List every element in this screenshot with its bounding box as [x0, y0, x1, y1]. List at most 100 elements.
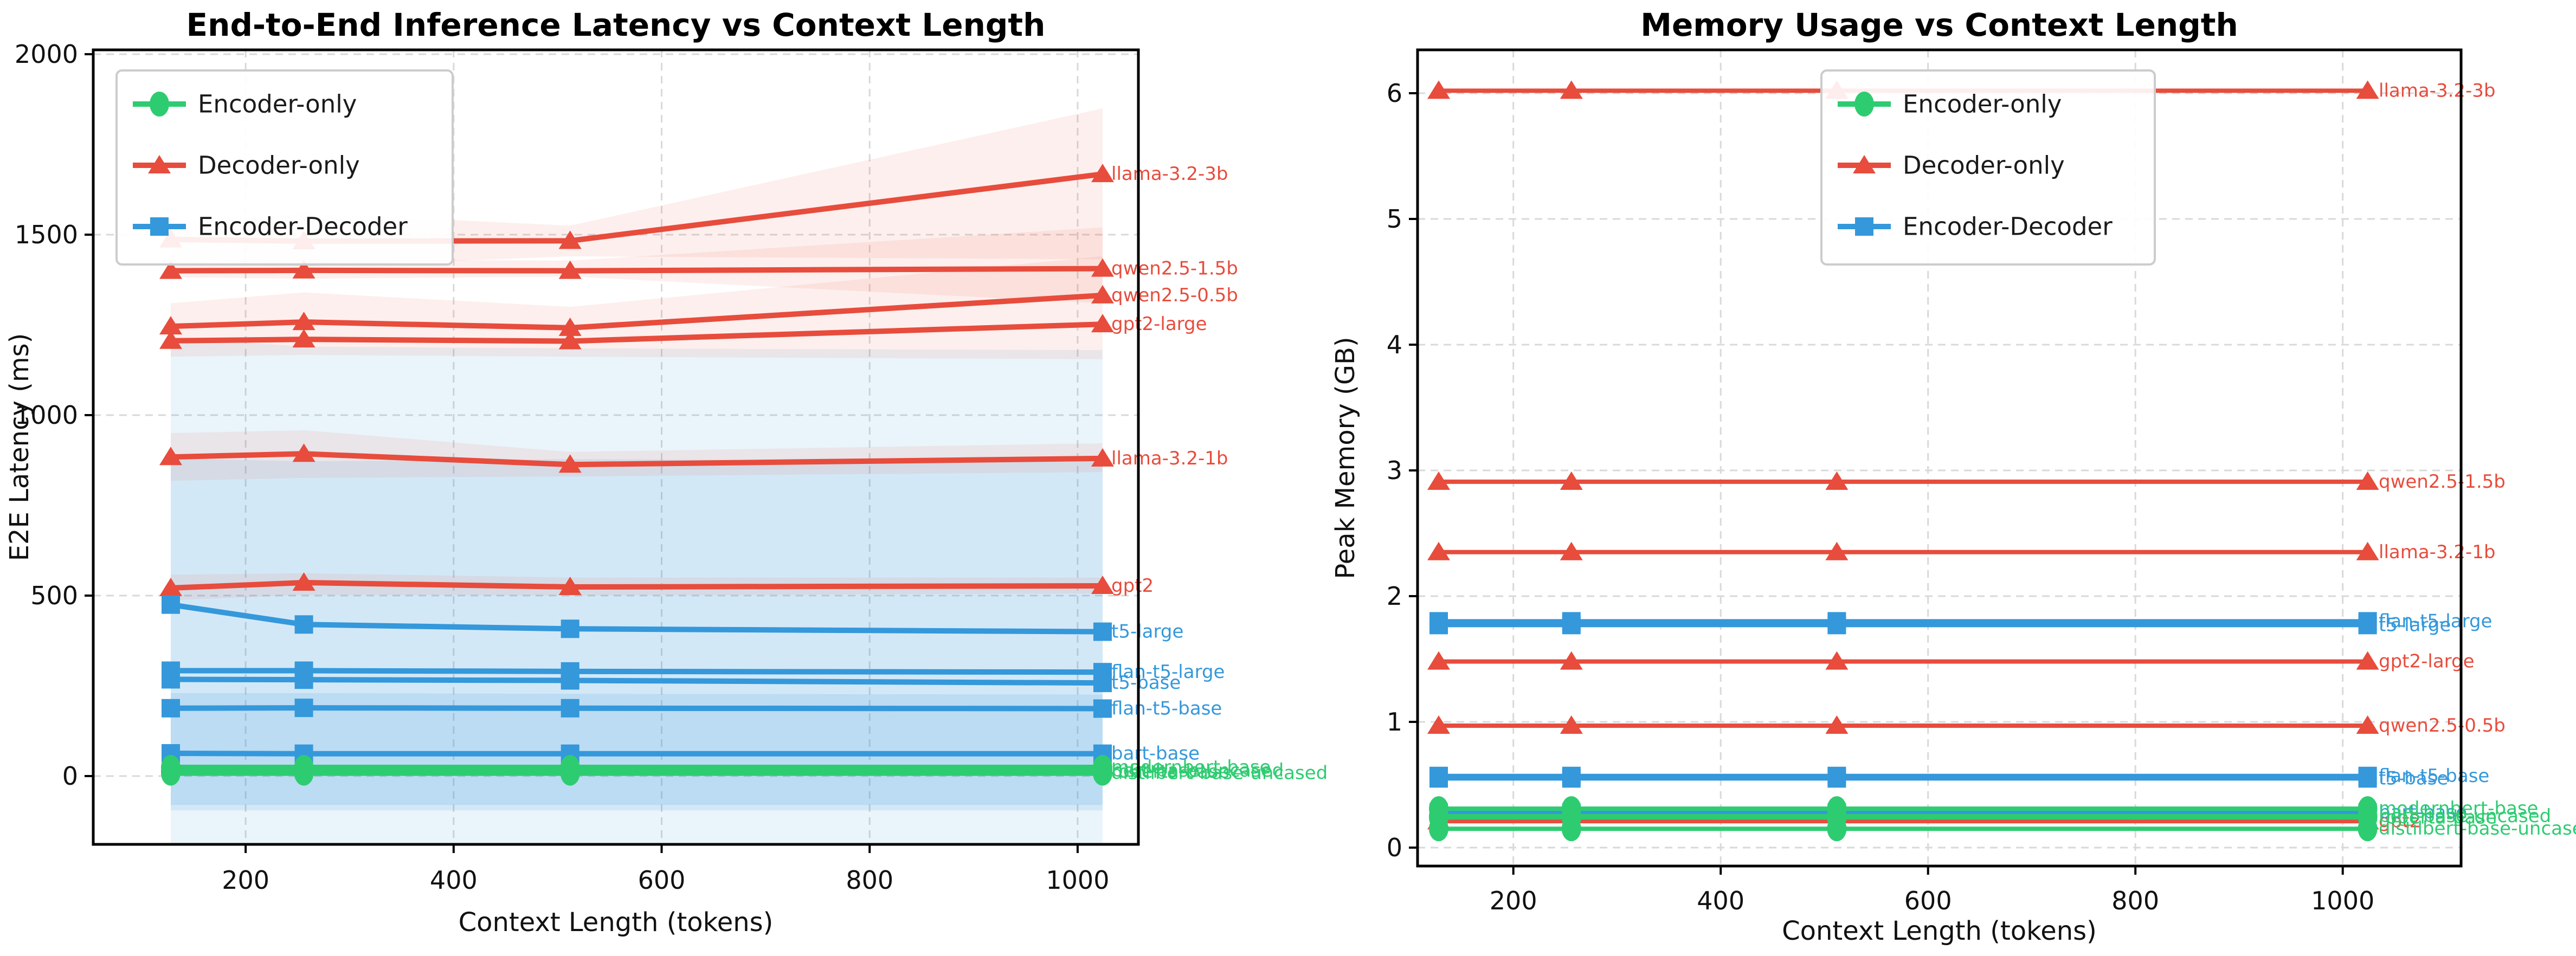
- triangle-marker: [1091, 448, 1114, 467]
- axes-spine: [1416, 48, 2463, 868]
- series-label: bart-base: [1111, 743, 1200, 765]
- x-tick-label: 600: [638, 865, 686, 895]
- series-line: [168, 266, 1105, 274]
- x-tick-label: 200: [222, 865, 269, 895]
- series-line: [168, 602, 1105, 635]
- square-marker: [2358, 769, 2377, 788]
- series-line: [168, 292, 1105, 331]
- series-label: qwen2.5-0.5b: [2379, 715, 2506, 737]
- x-tick-label: 200: [1490, 886, 1537, 915]
- triangle-marker: [159, 316, 182, 335]
- x-tick-label: 1000: [1046, 865, 1109, 895]
- chart-title: Memory Usage vs Context Length: [1640, 7, 2238, 43]
- x-tick-label: 400: [1697, 886, 1744, 915]
- square-marker: [1093, 622, 1112, 641]
- series-label: flan-t5-base: [2379, 765, 2489, 787]
- series-label: modernbert-base: [2379, 798, 2538, 819]
- triangle-marker: [558, 577, 582, 596]
- y-tick-label: 5: [1387, 204, 1402, 234]
- square-marker: [561, 699, 579, 718]
- series-line: [168, 676, 1105, 686]
- legend-label: Encoder-Decoder: [198, 212, 408, 241]
- series-label: gpt2-large: [1111, 313, 1207, 335]
- triangle-marker: [1091, 164, 1114, 183]
- triangle-marker: [558, 230, 582, 249]
- confidence-band: [171, 458, 1103, 811]
- triangle-marker: [292, 572, 315, 591]
- series-label: bert-base-uncased: [1111, 760, 1284, 781]
- series-label: gpt2: [2379, 810, 2421, 832]
- triangle-marker: [159, 330, 182, 349]
- x-tick-label: 1000: [2311, 886, 2374, 915]
- triangle-marker: [1825, 541, 1849, 560]
- series-label: gpt2: [1111, 575, 1154, 597]
- triangle-marker: [1560, 541, 1583, 560]
- square-marker: [162, 699, 180, 718]
- square-marker: [1827, 769, 1846, 788]
- triangle-legend-marker: [148, 155, 171, 173]
- triangle-marker: [1091, 314, 1114, 333]
- triangle-marker: [2356, 80, 2379, 99]
- series-label: bert-base-uncased: [2379, 805, 2551, 827]
- triangle-marker: [1825, 715, 1849, 734]
- series-label: flan-t5-base: [1111, 697, 1222, 719]
- triangle-marker: [2356, 541, 2379, 560]
- series-label: llama-3.2-3b: [1111, 163, 1228, 185]
- square-marker: [561, 671, 579, 690]
- triangle-marker: [1427, 80, 1450, 99]
- legend-label: Decoder-only: [1903, 151, 2065, 180]
- legend-label: Encoder-Decoder: [1903, 212, 2113, 241]
- series-label: qwen2.5-1.5b: [1111, 258, 1238, 280]
- legend-label: Encoder-only: [1903, 90, 2062, 119]
- triangle-marker: [159, 578, 182, 597]
- square-marker: [294, 615, 313, 634]
- triangle-marker: [1427, 651, 1450, 670]
- square-legend-marker: [150, 217, 169, 236]
- series-label: t5-large: [2379, 614, 2451, 636]
- circle-marker: [1429, 816, 1448, 842]
- series-label: t5-base: [2379, 767, 2448, 789]
- y-tick-label: 3: [1387, 456, 1402, 485]
- square-marker: [294, 670, 313, 689]
- y-tick-label: 4: [1387, 330, 1402, 359]
- circle-marker: [161, 760, 181, 786]
- triangle-marker: [1825, 471, 1849, 490]
- y-tick-label: 500: [30, 581, 78, 610]
- series-line: [168, 751, 1105, 757]
- x-axis-label: Context Length (tokens): [459, 907, 774, 938]
- circle-marker: [294, 760, 314, 786]
- y-tick-label: 2000: [15, 40, 78, 69]
- series-label: qwen2.5-1.5b: [2379, 471, 2506, 493]
- circle-marker: [1561, 816, 1581, 842]
- triangle-marker: [558, 331, 582, 350]
- axes-spine: [92, 48, 1140, 846]
- x-axis-label: Context Length (tokens): [1782, 916, 2097, 946]
- square-marker: [162, 595, 180, 614]
- y-tick-label: 6: [1387, 79, 1402, 108]
- series-label: roberta-base: [1111, 761, 1229, 783]
- triangle-marker: [1427, 715, 1450, 734]
- confidence-band: [171, 430, 1103, 481]
- series-label: flan-t5-large: [1111, 661, 1225, 683]
- square-marker: [1429, 769, 1448, 788]
- series-line: [168, 451, 1105, 468]
- confidence-band: [171, 227, 1103, 303]
- square-marker: [162, 670, 180, 689]
- square-marker: [1093, 699, 1112, 718]
- triangle-marker: [159, 260, 182, 279]
- triangle-marker: [159, 447, 182, 466]
- circle-marker: [560, 760, 580, 786]
- triangle-marker: [292, 312, 315, 331]
- triangle-marker: [292, 443, 315, 462]
- triangle-legend-marker: [1853, 155, 1876, 173]
- triangle-marker: [558, 454, 582, 473]
- series-label: t5-base: [1111, 672, 1181, 694]
- triangle-marker: [1427, 471, 1450, 490]
- triangle-marker: [1825, 651, 1849, 670]
- series-label: distilbert-base-uncased: [2379, 818, 2576, 839]
- series-label: t5-large: [1111, 621, 1183, 643]
- legend-box: [115, 69, 454, 266]
- series-label: llama-3.2-1b: [1111, 448, 1228, 469]
- y-tick-label: 0: [1387, 833, 1402, 862]
